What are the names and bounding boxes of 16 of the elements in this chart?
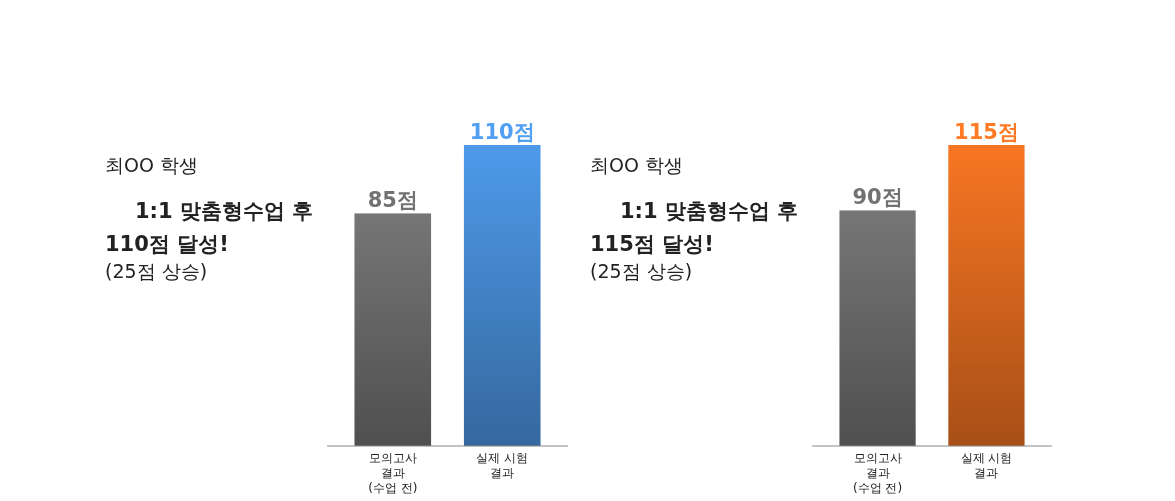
data-label: 85점 [367, 188, 418, 213]
text: 최OO 학생 [105, 154, 198, 176]
text: (25점 상승) [590, 260, 693, 282]
data-label: 110점 [469, 120, 535, 144]
x-tick-label: 실제 시험 결과 [960, 451, 1013, 480]
text: 110점 달성! [105, 232, 229, 256]
x-tick-label: 실제 시험 결과 [476, 451, 529, 480]
data-label: 90점 [852, 185, 903, 210]
text: 1:1 맞춤형수업 후 [620, 199, 799, 223]
x-tick-label: 모의고사 결과 (수업 전) [852, 451, 903, 495]
text: 1:1 맞춤형수업 후 [135, 199, 314, 223]
data-label: 115점 [954, 120, 1019, 144]
text: 115점 달성! [590, 232, 714, 256]
text: (25점 상승) [105, 260, 208, 282]
x-tick-label: 모의고사 결과 (수업 전) [368, 451, 418, 495]
text: 최OO 학생 [590, 154, 683, 176]
